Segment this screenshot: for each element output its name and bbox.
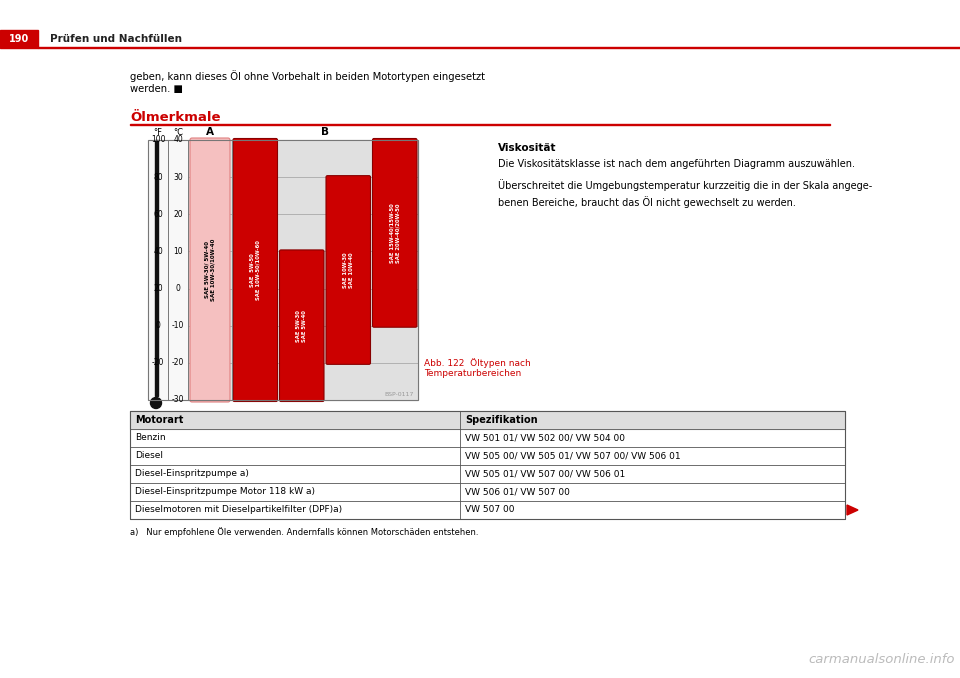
Bar [148,140,188,400]
Text: -10: -10 [172,321,184,330]
Bar [38,47,960,48]
Text: geben, kann dieses Öl ohne Vorbehalt in beiden Motortypen eingesetzt
werden. ■: geben, kann dieses Öl ohne Vorbehalt in … [130,70,485,94]
Text: Die Viskositätsklasse ist nach dem angeführten Diagramm auszuwählen.: Die Viskositätsklasse ist nach dem angef… [498,159,855,169]
Bar [0,30,38,48]
Text: 10: 10 [173,247,182,256]
Text: -20: -20 [172,359,184,367]
Text: Viskosität: Viskosität [498,143,557,153]
Polygon shape [847,505,858,515]
FancyBboxPatch shape [190,138,230,402]
Bar [155,140,157,396]
Text: Benzin: Benzin [135,433,166,443]
Text: Spezifikation: Spezifikation [465,415,538,425]
Text: SAE  5W-50
SAE 10W-50/10W-60: SAE 5W-50 SAE 10W-50/10W-60 [250,240,261,300]
Text: VW 505 01/ VW 507 00/ VW 506 01: VW 505 01/ VW 507 00/ VW 506 01 [465,469,625,479]
Text: 0: 0 [176,284,180,293]
Text: -30: -30 [172,395,184,405]
Text: 190: 190 [9,34,29,44]
Text: VW 506 01/ VW 507 00: VW 506 01/ VW 507 00 [465,487,570,496]
Text: VW 505 00/ VW 505 01/ VW 507 00/ VW 506 01: VW 505 00/ VW 505 01/ VW 507 00/ VW 506 … [465,452,681,460]
Text: Diesel-Einspritzpumpe Motor 118 kW a): Diesel-Einspritzpumpe Motor 118 kW a) [135,487,315,496]
Text: BSP-0117: BSP-0117 [385,392,414,397]
Text: -20: -20 [152,359,164,367]
Text: Diesel-Einspritzpumpe a): Diesel-Einspritzpumpe a) [135,469,249,479]
Text: carmanualsonline.info: carmanualsonline.info [808,653,955,666]
Text: 0: 0 [156,321,160,330]
Text: a)   Nur empfohlene Öle verwenden. Andernfalls können Motorschäden entstehen.: a) Nur empfohlene Öle verwenden. Andernf… [130,527,478,537]
Text: SAE 15W-40/15W-50
SAE 20W-40/20W-50: SAE 15W-40/15W-50 SAE 20W-40/20W-50 [389,203,400,263]
Bar [130,411,845,519]
Bar [188,140,418,400]
Text: Ölmerkmale: Ölmerkmale [130,111,221,124]
Text: Überschreitet die Umgebungstemperatur kurzzeitig die in der Skala angege-
benen : Überschreitet die Umgebungstemperatur ku… [498,179,873,207]
Text: Diesel: Diesel [135,452,163,460]
FancyBboxPatch shape [372,138,417,327]
Text: A: A [206,127,214,137]
Text: 80: 80 [154,173,163,182]
Text: 20: 20 [173,210,182,219]
Bar [130,124,830,125]
Text: Dieselmotoren mit Dieselpartikelfilter (DPF)a): Dieselmotoren mit Dieselpartikelfilter (… [135,506,342,515]
FancyBboxPatch shape [233,138,277,401]
Text: °F: °F [154,128,162,137]
Text: VW 507 00: VW 507 00 [465,506,515,515]
Text: Abb. 122  Öltypen nach
Temperaturbereichen: Abb. 122 Öltypen nach Temperaturbereiche… [424,358,531,378]
Circle shape [151,397,161,409]
Text: B: B [321,127,329,137]
Text: Motorart: Motorart [135,415,183,425]
Text: 40: 40 [173,136,182,144]
Text: °C: °C [173,128,183,137]
Text: SAE 5W-30/ 5W-40
SAE 10W-30/10W-40: SAE 5W-30/ 5W-40 SAE 10W-30/10W-40 [204,239,216,301]
Text: 100: 100 [151,136,165,144]
Text: 40: 40 [154,247,163,256]
Text: 20: 20 [154,284,163,293]
Bar [130,411,845,429]
Text: VW 501 01/ VW 502 00/ VW 504 00: VW 501 01/ VW 502 00/ VW 504 00 [465,433,625,443]
Bar [148,140,418,400]
FancyBboxPatch shape [326,176,371,364]
Text: SAE 10W-30
SAE 10W-40: SAE 10W-30 SAE 10W-40 [343,252,354,288]
Text: 60: 60 [154,210,163,219]
Text: Prüfen und Nachfüllen: Prüfen und Nachfüllen [50,34,182,44]
FancyBboxPatch shape [279,250,324,401]
Text: SAE 5W-30
SAE 5W-40: SAE 5W-30 SAE 5W-40 [296,310,307,342]
Text: 30: 30 [173,173,182,182]
